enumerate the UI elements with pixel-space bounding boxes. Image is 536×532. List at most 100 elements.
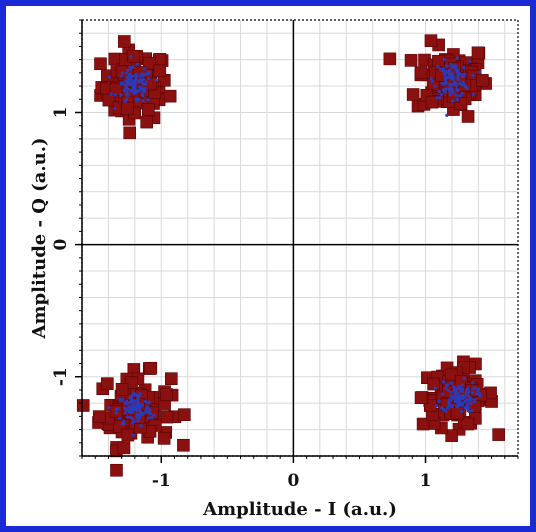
data-point-square [164, 372, 178, 385]
data-point-dot [131, 419, 136, 423]
data-point-square [177, 438, 190, 452]
data-point-square [118, 35, 131, 48]
data-point-square [160, 388, 173, 401]
data-point-square [476, 74, 489, 87]
data-point-dot [137, 80, 141, 84]
data-point-dot [124, 86, 129, 90]
data-point-square [406, 88, 420, 101]
data-point-dot [136, 400, 140, 404]
data-point-square [125, 376, 138, 389]
data-point-dot [113, 93, 117, 97]
data-point-dot [462, 395, 467, 400]
data-point-dot [465, 398, 469, 402]
data-point-square [425, 95, 439, 109]
data-point-dot [441, 69, 445, 73]
data-point-dot [462, 74, 466, 78]
data-point-dot [124, 401, 129, 405]
data-point-square [163, 89, 177, 103]
data-point-dot [144, 80, 148, 84]
data-point-dot [449, 381, 453, 385]
data-point-dot [152, 413, 156, 417]
data-point-dot [456, 77, 461, 81]
data-point-dot [129, 65, 133, 69]
data-point-dot [141, 77, 146, 82]
data-point-dot [470, 409, 474, 413]
data-point-dot [471, 381, 475, 385]
data-point-dot [442, 57, 446, 62]
data-point-dot [470, 391, 475, 395]
data-point-dot [143, 83, 147, 87]
data-point-dot [468, 59, 472, 63]
data-point-dot [143, 67, 147, 71]
data-point-dot [146, 401, 150, 405]
data-point-dot [136, 396, 141, 400]
data-point-square [101, 377, 114, 390]
data-point-dot [465, 393, 469, 397]
data-point-dot [447, 68, 451, 73]
data-point-dot [125, 415, 130, 419]
data-point-dot [451, 90, 455, 94]
data-point-dot [134, 75, 138, 79]
data-point-dot [119, 93, 123, 97]
data-point-dot [124, 411, 128, 415]
data-point-dot [455, 56, 459, 60]
data-point-dot [448, 93, 452, 97]
data-point-dot [455, 88, 459, 92]
data-point-dot [119, 398, 123, 402]
data-point-square [450, 406, 464, 420]
data-point-dot [451, 73, 455, 77]
data-point-dot [140, 413, 144, 417]
data-point-dot [136, 89, 140, 93]
data-point-dot [445, 113, 449, 117]
data-point-dot [126, 93, 130, 97]
data-point-dot [439, 406, 444, 410]
data-point-square [427, 377, 440, 391]
data-point-dot [133, 404, 137, 409]
data-point-dot [128, 405, 133, 409]
data-point-dot [147, 77, 151, 81]
data-point-dot [122, 422, 126, 426]
y-tick-label: -1 [51, 367, 71, 386]
data-point-square [140, 115, 153, 129]
x-tick-label: 1 [420, 471, 432, 491]
data-point-dot [441, 88, 446, 92]
data-point-dot [460, 409, 464, 414]
data-point-dot [472, 400, 476, 404]
data-point-dot [473, 386, 477, 390]
data-point-square [153, 64, 167, 78]
data-point-dot [437, 89, 441, 93]
data-point-dot [478, 70, 482, 74]
data-point-dot [133, 81, 137, 85]
data-point-dot [444, 69, 448, 74]
data-point-dot [466, 402, 470, 406]
data-point-dot [133, 90, 137, 94]
data-point-dot [147, 411, 151, 415]
data-point-dot [128, 401, 132, 405]
data-point-dot [143, 411, 147, 415]
data-point-dot [452, 388, 456, 392]
data-point-dot [445, 383, 450, 387]
data-point-square [115, 382, 129, 396]
data-point-square [383, 52, 397, 66]
data-point-square [144, 361, 158, 375]
data-point-dot [457, 384, 461, 388]
data-point-dot [130, 407, 135, 411]
data-point-square [414, 391, 428, 405]
data-point-dot [436, 64, 440, 69]
data-point-dot [143, 399, 147, 404]
data-point-square [157, 432, 171, 445]
data-point-dot [455, 97, 459, 102]
x-tick-label: -1 [152, 471, 171, 491]
data-point-dot [466, 386, 470, 390]
data-point-dot [465, 87, 469, 91]
data-point-dot [148, 408, 152, 412]
data-point-dot [135, 409, 139, 413]
data-point-square [121, 101, 134, 115]
data-point-square [109, 404, 123, 418]
data-point-dot [454, 64, 458, 68]
data-point-dot [128, 408, 132, 412]
data-point-dot [123, 406, 127, 410]
data-point-dot [442, 380, 446, 384]
data-point-dot [440, 392, 444, 396]
